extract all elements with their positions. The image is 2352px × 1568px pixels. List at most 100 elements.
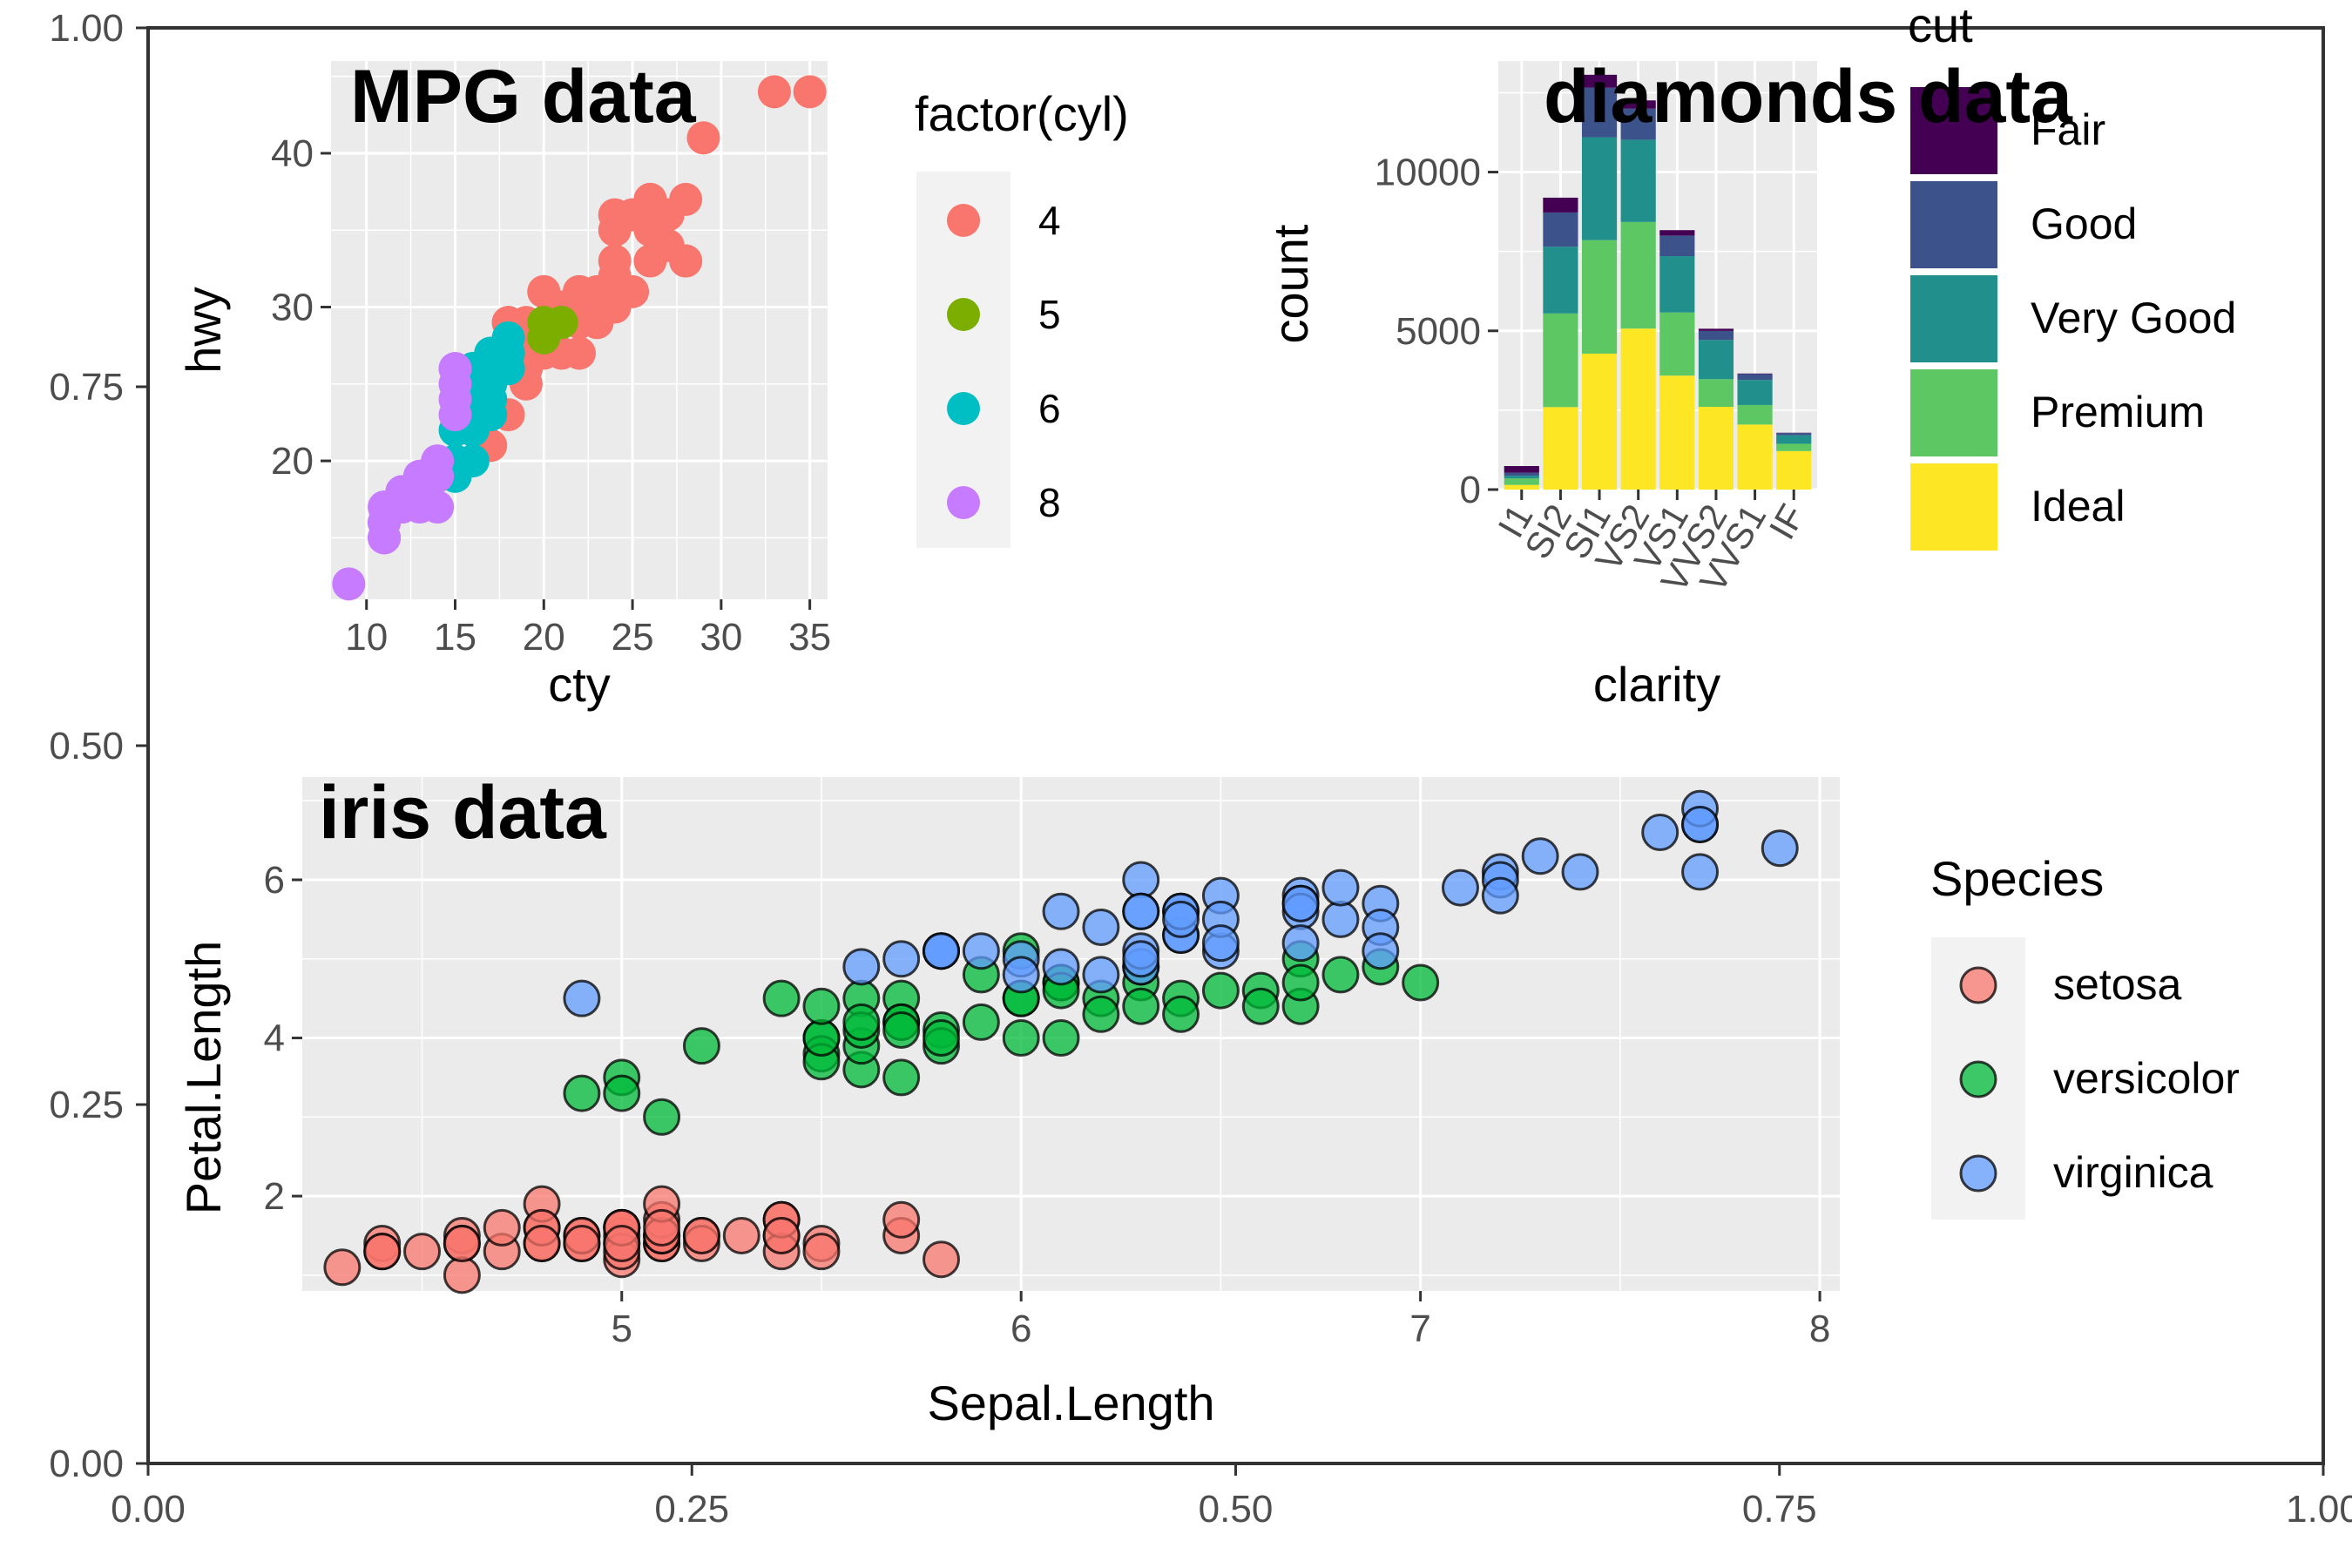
iris-point-versicolor	[882, 1058, 921, 1097]
iris-point-virginica	[1521, 837, 1559, 875]
iris-point-setosa	[323, 1248, 362, 1287]
diamonds-bar-VVS2-Fair	[1698, 328, 1734, 331]
canvas-y-tick-label: 1.00	[49, 7, 124, 50]
iris-point-versicolor	[923, 1019, 961, 1058]
iris-point-versicolor	[1002, 1019, 1040, 1058]
mpg-y-tick-label: 20	[271, 440, 314, 483]
mpg-point-cyl-5	[544, 306, 578, 340]
iris-point-versicolor	[1241, 987, 1280, 1025]
iris-point-virginica	[1681, 805, 1720, 843]
iris-point-virginica	[1082, 908, 1120, 946]
iris-point-virginica	[923, 932, 961, 970]
iris-point-versicolor	[1321, 956, 1360, 994]
iris-point-setosa	[923, 1240, 961, 1279]
diamonds-bar-SI2-Very-Good	[1543, 247, 1578, 314]
iris-point-virginica	[882, 940, 921, 978]
diamonds-bar-SI2-Premium	[1543, 313, 1578, 408]
iris-point-virginica	[1561, 853, 1599, 891]
diamonds-y-tick-label: 10000	[1375, 152, 1481, 194]
mpg-x-axis-label: cty	[548, 657, 611, 712]
iris-legend-label: setosa	[2053, 960, 2182, 1009]
iris-point-setosa	[762, 1216, 801, 1254]
diamonds-bar-IF-Very-Good	[1776, 435, 1812, 444]
diamonds-bar-VVS2-Good	[1698, 330, 1734, 341]
iris-point-virginica	[1082, 956, 1120, 994]
iris-point-setosa	[443, 1225, 481, 1263]
iris-legend-key-setosa	[1959, 966, 1997, 1004]
mpg-legend-label: 6	[1038, 386, 1061, 431]
iris-point-setosa	[363, 1233, 402, 1271]
iris-point-virginica	[1641, 814, 1680, 852]
mpg-title: MPG data	[350, 55, 697, 139]
iris-point-virginica	[962, 932, 1000, 970]
mpg-legend-key-6	[947, 392, 980, 425]
iris-point-setosa	[563, 1225, 601, 1263]
mpg-x-tick-label: 30	[700, 616, 742, 659]
mpg-point-cyl-8	[438, 382, 472, 416]
iris-legend-label: virginica	[2053, 1148, 2213, 1197]
diamonds-bar-VVS2-Very-Good	[1698, 340, 1734, 380]
iris-point-setosa	[483, 1208, 521, 1247]
diamonds-bar-IF-Ideal	[1776, 450, 1812, 490]
diamonds-bar-IF-Good	[1776, 433, 1812, 436]
mpg-y-tick-label: 40	[271, 132, 314, 175]
iris-point-virginica	[1162, 900, 1200, 938]
iris-point-setosa	[682, 1216, 720, 1254]
iris-point-versicolor	[643, 1098, 681, 1136]
diamonds-bar-VVS1-Fair	[1737, 373, 1773, 375]
canvas-y-tick-label: 0.25	[49, 1084, 124, 1126]
iris-point-versicolor	[842, 1003, 881, 1041]
mpg-legend-label: 8	[1038, 480, 1061, 525]
iris-point-virginica	[1761, 829, 1799, 868]
iris-point-versicolor	[1281, 963, 1320, 1002]
iris-y-tick-label: 6	[264, 859, 285, 902]
iris-point-virginica	[1681, 853, 1720, 891]
diamonds-bar-VVS2-Premium	[1698, 379, 1734, 408]
diamonds-bar-VVS1-Ideal	[1737, 424, 1773, 490]
mpg-x-tick-label: 20	[523, 616, 565, 659]
mpg-legend-key-4	[947, 204, 980, 237]
iris-point-virginica	[1042, 892, 1080, 930]
iris-point-virginica	[1481, 876, 1519, 915]
iris-legend-key-virginica	[1959, 1154, 1997, 1193]
mpg-point-cyl-8	[385, 475, 419, 509]
mpg-x-tick-label: 10	[345, 616, 388, 659]
iris-legend-key-versicolor	[1959, 1060, 1997, 1098]
iris-point-versicolor	[1402, 963, 1440, 1002]
diamonds-bar-I1-Good	[1504, 472, 1539, 476]
diamonds-legend-key-Premium	[1907, 366, 2001, 460]
mpg-point-cyl-4	[598, 213, 632, 247]
iris-point-setosa	[643, 1208, 681, 1247]
diamonds-bar-SI1-Very-Good	[1581, 137, 1618, 240]
mpg-point-cyl-4	[563, 274, 596, 308]
diamonds-bar-VVS1-Premium	[1737, 404, 1773, 425]
diamonds-bar-I1-Premium	[1504, 478, 1539, 485]
mpg-legend-label: 4	[1038, 198, 1061, 243]
diamonds-bar-IF-Premium	[1776, 443, 1812, 451]
diamonds-legend-label: Good	[2031, 199, 2137, 248]
diamonds-bar-SI1-Ideal	[1581, 353, 1618, 490]
iris-point-setosa	[603, 1225, 641, 1263]
diamonds-bar-VS2-Ideal	[1620, 328, 1656, 490]
iris-point-versicolor	[1122, 987, 1160, 1025]
mpg-point-cyl-4	[651, 228, 685, 262]
mpg-point-cyl-4	[633, 182, 667, 216]
iris-point-versicolor	[563, 1074, 601, 1112]
iris-point-virginica	[1362, 932, 1400, 970]
diamonds-bar-VS1-Ideal	[1659, 375, 1695, 490]
mpg-point-cyl-4	[757, 75, 791, 109]
mpg-point-cyl-4	[563, 336, 596, 370]
diamonds-bar-I1-Fair	[1504, 465, 1539, 473]
diamonds-bar-SI2-Good	[1543, 212, 1578, 247]
iris-point-versicolor	[1162, 995, 1200, 1033]
iris-legend-label: versicolor	[2053, 1054, 2240, 1103]
diamonds-legend-key-Very-Good	[1907, 272, 2001, 366]
diamonds-bar-VS1-Premium	[1659, 312, 1695, 376]
mpg-legend-key-5	[947, 298, 980, 331]
iris-point-versicolor	[802, 1019, 841, 1058]
iris-point-virginica	[1281, 884, 1320, 923]
canvas-y-tick-label: 0.50	[49, 725, 124, 767]
canvas-x-tick-label: 0.50	[1199, 1488, 1274, 1531]
diamonds-y-axis-label: count	[1263, 224, 1318, 343]
mpg-point-cyl-8	[438, 352, 472, 386]
